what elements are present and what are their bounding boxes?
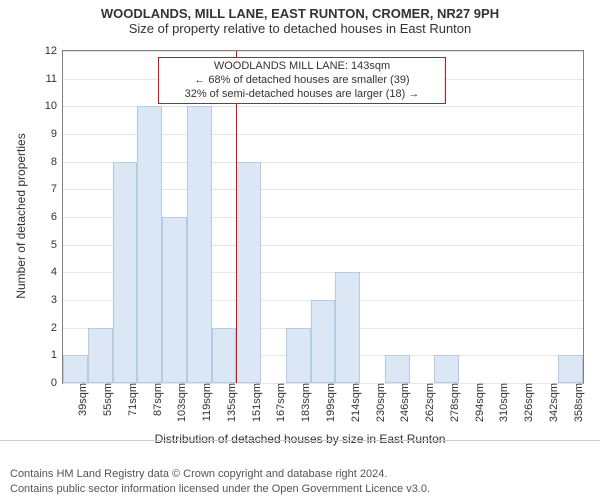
x-tick-label: 230sqm bbox=[371, 383, 387, 422]
histogram-bar bbox=[434, 355, 459, 383]
y-tick-label: 1 bbox=[51, 349, 63, 361]
callout-line: ← 68% of detached houses are smaller (39… bbox=[165, 74, 439, 88]
x-tick-label: 39sqm bbox=[73, 383, 89, 416]
chart-subtitle: Size of property relative to detached ho… bbox=[0, 21, 600, 40]
histogram-bar bbox=[236, 162, 261, 383]
y-tick-label: 2 bbox=[51, 322, 63, 334]
y-tick-label: 5 bbox=[51, 239, 63, 251]
footer-border bbox=[0, 440, 600, 441]
x-tick-label: 294sqm bbox=[470, 383, 486, 422]
histogram-bar bbox=[187, 106, 212, 383]
x-tick-label: 119sqm bbox=[197, 383, 213, 421]
histogram-bar bbox=[335, 272, 360, 383]
x-tick-label: 199sqm bbox=[321, 383, 337, 422]
histogram-bar bbox=[558, 355, 583, 383]
x-tick-label: 262sqm bbox=[420, 383, 436, 422]
x-tick-label: 342sqm bbox=[544, 383, 560, 422]
x-tick-label: 358sqm bbox=[569, 383, 585, 422]
chart-title: WOODLANDS, MILL LANE, EAST RUNTON, CROME… bbox=[0, 0, 600, 21]
x-tick-label: 167sqm bbox=[271, 383, 287, 422]
y-axis-title: Number of detached properties bbox=[14, 133, 28, 298]
y-tick-label: 10 bbox=[45, 100, 63, 112]
histogram-bar bbox=[286, 328, 311, 383]
x-tick-label: 103sqm bbox=[172, 383, 188, 422]
y-tick-label: 0 bbox=[51, 377, 63, 389]
y-tick-label: 7 bbox=[51, 183, 63, 195]
y-tick-label: 3 bbox=[51, 294, 63, 306]
histogram-bar bbox=[311, 300, 336, 383]
histogram-bar bbox=[113, 162, 138, 383]
gridline bbox=[63, 51, 583, 52]
footer-line: Contains HM Land Registry data © Crown c… bbox=[10, 467, 600, 481]
x-tick-label: 214sqm bbox=[346, 383, 362, 422]
callout-box: WOODLANDS MILL LANE: 143sqm← 68% of deta… bbox=[158, 57, 446, 104]
x-tick-label: 135sqm bbox=[222, 383, 238, 422]
histogram-bar bbox=[63, 355, 88, 383]
y-tick-label: 4 bbox=[51, 266, 63, 278]
histogram-bar bbox=[88, 328, 113, 383]
histogram-bar bbox=[137, 106, 162, 383]
x-tick-label: 151sqm bbox=[247, 383, 263, 422]
x-tick-label: 310sqm bbox=[494, 383, 510, 422]
histogram-bar bbox=[385, 355, 410, 383]
x-tick-label: 326sqm bbox=[519, 383, 535, 422]
y-tick-label: 12 bbox=[45, 45, 63, 57]
x-tick-label: 87sqm bbox=[148, 383, 164, 416]
histogram-bar bbox=[162, 217, 187, 383]
plot-area: 012345678910111239sqm55sqm71sqm87sqm103s… bbox=[62, 50, 584, 384]
y-tick-label: 9 bbox=[51, 128, 63, 140]
x-tick-label: 183sqm bbox=[296, 383, 312, 422]
x-tick-label: 71sqm bbox=[123, 383, 139, 416]
property-size-histogram: WOODLANDS, MILL LANE, EAST RUNTON, CROME… bbox=[0, 0, 600, 500]
x-tick-label: 55sqm bbox=[98, 383, 114, 416]
footer-attribution: Contains HM Land Registry data © Crown c… bbox=[0, 467, 600, 496]
y-tick-label: 8 bbox=[51, 156, 63, 168]
callout-line: WOODLANDS MILL LANE: 143sqm bbox=[165, 60, 439, 74]
y-tick-label: 6 bbox=[51, 211, 63, 223]
x-axis-title: Distribution of detached houses by size … bbox=[0, 432, 600, 446]
footer-line: Contains public sector information licen… bbox=[10, 482, 600, 496]
x-tick-label: 278sqm bbox=[445, 383, 461, 422]
x-tick-label: 246sqm bbox=[395, 383, 411, 422]
histogram-bar bbox=[212, 328, 237, 383]
y-tick-label: 11 bbox=[46, 73, 63, 85]
callout-line: 32% of semi-detached houses are larger (… bbox=[165, 88, 439, 102]
